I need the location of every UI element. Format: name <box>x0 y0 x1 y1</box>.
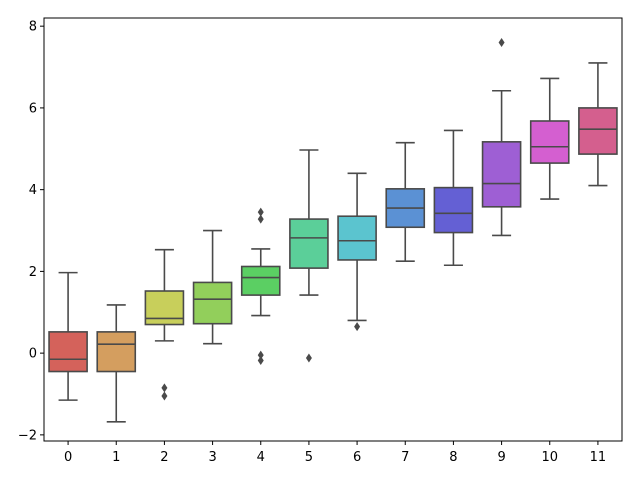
box-10 <box>529 77 570 200</box>
box-7 <box>385 141 426 262</box>
box-11 <box>578 62 618 187</box>
y-tick-label-0: 0 <box>29 347 37 362</box>
x-tick-label-4: 4 <box>257 450 265 465</box>
x-tick-label-1: 1 <box>112 450 120 465</box>
box-body-1 <box>96 331 137 373</box>
y-axis: −2 0 2 4 6 8 <box>18 20 44 443</box>
box-body-6 <box>337 215 377 261</box>
box-body-2 <box>144 290 185 326</box>
boxes-layer <box>48 38 618 423</box>
y-tick-label--2: −2 <box>18 428 37 443</box>
x-tick-label-7: 7 <box>401 450 409 465</box>
box-6 <box>337 172 377 332</box>
outlier-9-0 <box>498 38 505 48</box>
x-tick-label-6: 6 <box>353 450 361 465</box>
outlier-2-1 <box>161 391 168 401</box>
box-3 <box>192 229 233 345</box>
outlier-5-0 <box>305 353 312 363</box>
box-4 <box>240 207 281 365</box>
box-8 <box>433 129 474 267</box>
box-body-3 <box>192 281 233 325</box>
box-body-0 <box>48 331 88 373</box>
box-body-4 <box>240 265 281 296</box>
box-body-10 <box>529 120 570 164</box>
outlier-4-3 <box>257 355 264 365</box>
outlier-4-1 <box>257 214 264 224</box>
x-tick-label-0: 0 <box>64 450 72 465</box>
x-tick-label-2: 2 <box>160 450 168 465</box>
y-tick-label-8: 8 <box>29 20 37 35</box>
outlier-6-0 <box>354 322 361 332</box>
x-tick-label-9: 9 <box>497 450 505 465</box>
x-tick-label-10: 10 <box>541 450 558 465</box>
outlier-4-2 <box>257 350 264 360</box>
plot-frame <box>43 17 623 442</box>
outlier-4-0 <box>257 207 264 217</box>
x-tick-label-3: 3 <box>208 450 216 465</box>
box-9 <box>481 38 522 237</box>
box-2 <box>144 248 185 401</box>
box-body-9 <box>481 141 522 208</box>
y-tick-label-4: 4 <box>29 183 37 198</box>
box-5 <box>289 149 329 363</box>
box-body-5 <box>289 218 329 269</box>
outlier-2-0 <box>161 383 168 393</box>
x-tick-label-8: 8 <box>449 450 457 465</box>
y-tick-label-2: 2 <box>29 265 37 280</box>
x-axis: 0 1 2 3 4 5 6 7 8 9 10 11 <box>64 441 606 465</box>
box-1 <box>96 304 137 423</box>
y-tick-label-6: 6 <box>29 101 37 116</box>
box-body-11 <box>578 107 618 155</box>
x-tick-label-5: 5 <box>305 450 313 465</box>
x-tick-label-11: 11 <box>590 450 607 465</box>
box-0 <box>48 271 88 401</box>
box-body-8 <box>433 186 474 234</box>
